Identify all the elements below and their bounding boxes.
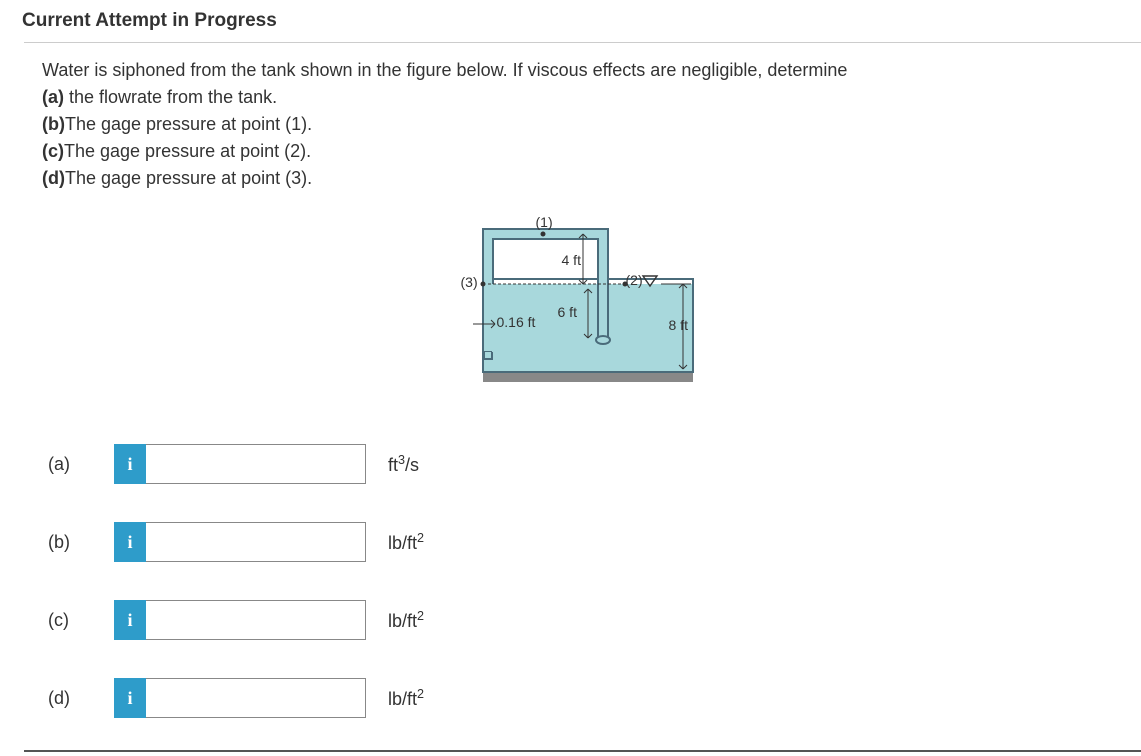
problem-part-a: (a) the flowrate from the tank. <box>42 84 1123 111</box>
answer-unit-c: lb/ft2 <box>388 609 424 632</box>
problem-text: Water is siphoned from the tank shown in… <box>42 57 1123 192</box>
answer-row-d: (d) i lb/ft2 <box>42 678 1123 718</box>
figure-label-point2: (2) <box>626 272 643 288</box>
answer-label-b: (b) <box>42 532 114 553</box>
figure-dim-8ft: 8 ft <box>669 317 688 333</box>
answer-label-c: (c) <box>42 610 114 631</box>
answer-label-a: (a) <box>42 454 114 475</box>
figure-label-point3: (3) <box>461 274 478 290</box>
answer-unit-d: lb/ft2 <box>388 687 424 710</box>
answer-input-a[interactable] <box>146 444 366 484</box>
problem-part-c: (c)The gage pressure at point (2). <box>42 138 1123 165</box>
answer-unit-a: ft3/s <box>388 453 419 476</box>
info-button-d[interactable]: i <box>114 678 146 718</box>
answer-label-d: (d) <box>42 688 114 709</box>
problem-part-b: (b)The gage pressure at point (1). <box>42 111 1123 138</box>
figure-dim-4ft: 4 ft <box>562 252 581 268</box>
info-button-b[interactable]: i <box>114 522 146 562</box>
info-button-c[interactable]: i <box>114 600 146 640</box>
answers-section: (a) i ft3/s (b) i lb/ft2 (c) i lb/ft2 (d… <box>42 444 1123 718</box>
page-title: Current Attempt in Progress <box>0 0 1141 42</box>
figure-label-point1: (1) <box>536 214 553 230</box>
figure-dim-016ft: 0.16 ft <box>497 314 536 330</box>
figure-dim-6ft: 6 ft <box>558 304 577 320</box>
problem-part-d: (d)The gage pressure at point (3). <box>42 165 1123 192</box>
answer-row-b: (b) i lb/ft2 <box>42 522 1123 562</box>
answer-unit-b: lb/ft2 <box>388 531 424 554</box>
answer-row-a: (a) i ft3/s <box>42 444 1123 484</box>
figure: (1) (2) (3) 4 ft 6 ft 8 ft 0.16 ft <box>443 214 723 404</box>
content: Water is siphoned from the tank shown in… <box>24 42 1141 752</box>
answer-row-c: (c) i lb/ft2 <box>42 600 1123 640</box>
answer-input-d[interactable] <box>146 678 366 718</box>
answer-input-b[interactable] <box>146 522 366 562</box>
answer-input-c[interactable] <box>146 600 366 640</box>
problem-intro: Water is siphoned from the tank shown in… <box>42 57 1123 84</box>
info-button-a[interactable]: i <box>114 444 146 484</box>
